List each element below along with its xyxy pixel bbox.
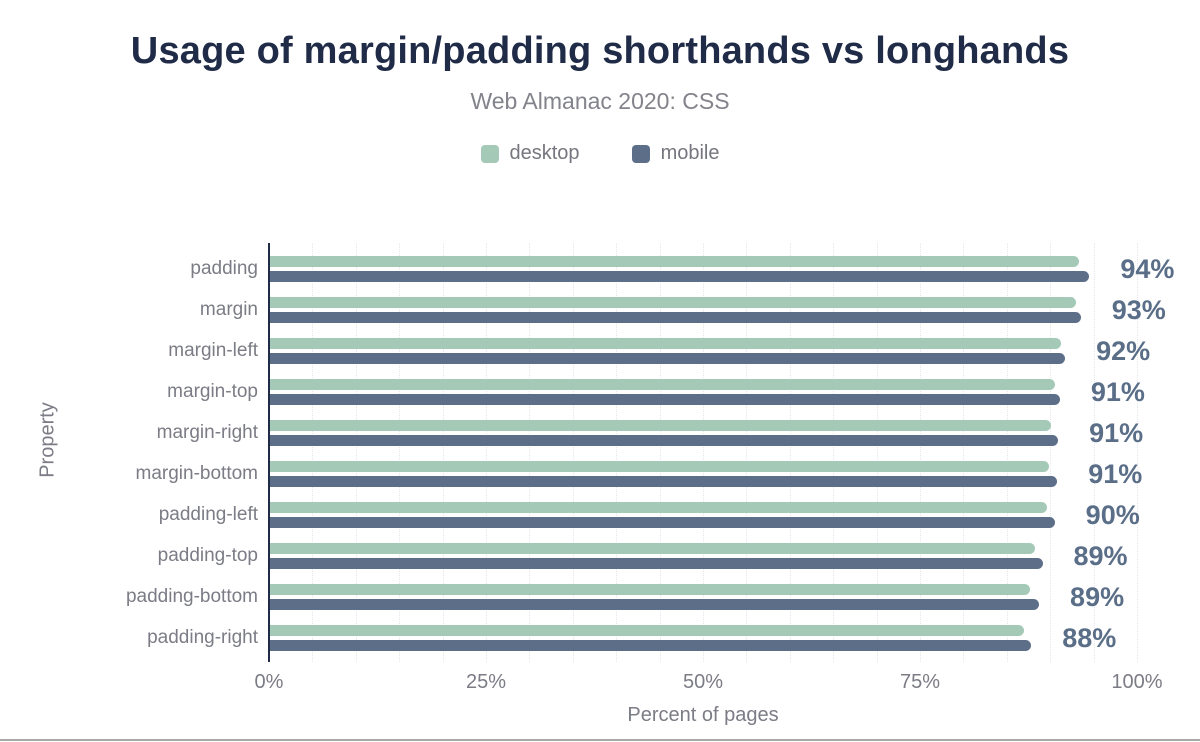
gridline-85pct — [1006, 243, 1008, 662]
gridline-55pct — [746, 243, 748, 662]
category-label-margin: margin — [199, 299, 258, 320]
gridline-35pct — [572, 243, 574, 662]
legend-item-desktop: desktop — [480, 142, 580, 165]
bar-mobile-padding-bottom — [270, 599, 1040, 610]
x-tick-label-0: 0% — [254, 671, 284, 693]
gridline-50pct — [703, 243, 704, 662]
value-label-padding-right: 88% — [1062, 623, 1117, 653]
category-label-padding-right: padding-right — [147, 627, 258, 648]
gridline-95pct — [1093, 243, 1095, 662]
bar-mobile-margin-top — [270, 394, 1060, 405]
category-label-margin-top: margin-top — [167, 381, 258, 402]
bar-desktop-padding-top — [270, 543, 1035, 554]
legend-label: mobile — [660, 142, 720, 164]
bar-mobile-margin-left — [270, 353, 1066, 364]
gridline-65pct — [833, 243, 835, 662]
gridline-80pct — [963, 243, 965, 662]
chart-subtitle: Web Almanac 2020: CSS — [470, 88, 730, 114]
x-tick-label-25: 25% — [465, 671, 507, 693]
gridline-60pct — [789, 243, 791, 662]
value-label-padding-left: 90% — [1085, 500, 1140, 530]
gridline-5pct — [312, 243, 314, 662]
legend: desktop mobile — [0, 142, 1200, 165]
y-axis-line — [268, 243, 270, 662]
bar-mobile-margin-right — [270, 435, 1059, 446]
value-label-margin-bottom: 91% — [1088, 459, 1143, 489]
legend-item-mobile: mobile — [631, 142, 720, 165]
category-label-margin-right: margin-right — [156, 422, 258, 443]
bar-desktop-margin-bottom — [270, 461, 1049, 472]
x-tick-label-100: 100% — [1111, 671, 1163, 693]
x-tick-label-50: 50% — [682, 671, 724, 693]
bar-desktop-margin-top — [270, 379, 1055, 390]
value-label-margin-right: 91% — [1089, 418, 1144, 448]
gridline-10pct — [355, 243, 357, 662]
gridline-90pct — [1050, 243, 1052, 662]
x-axis-title: Percent of pages — [627, 704, 779, 726]
bar-mobile-margin — [270, 312, 1081, 323]
bar-desktop-padding-left — [270, 502, 1047, 513]
bar-mobile-padding-top — [270, 558, 1043, 569]
legend-swatch-mobile — [631, 144, 650, 163]
bar-desktop-margin — [270, 297, 1077, 308]
bar-desktop-margin-right — [270, 420, 1052, 431]
x-tick-label-75: 75% — [899, 671, 941, 693]
category-label-margin-bottom: margin-bottom — [135, 463, 259, 484]
y-axis-title: Property — [36, 402, 59, 478]
bottom-rule — [0, 739, 1200, 741]
gridline-15pct — [399, 243, 401, 662]
bar-mobile-margin-bottom — [270, 476, 1058, 487]
gridline-40pct — [616, 243, 618, 662]
gridline-30pct — [529, 243, 531, 662]
value-label-padding-top: 89% — [1073, 541, 1128, 571]
category-label-padding-left: padding-left — [158, 504, 258, 525]
bar-mobile-padding — [270, 271, 1090, 282]
bar-mobile-padding-right — [270, 640, 1032, 651]
category-label-padding-top: padding-top — [157, 545, 258, 566]
value-label-padding-bottom: 89% — [1070, 582, 1125, 612]
legend-swatch-desktop — [480, 144, 499, 163]
value-label-margin-top: 91% — [1090, 377, 1145, 407]
bar-desktop-padding-bottom — [270, 584, 1030, 595]
gridline-20pct — [442, 243, 444, 662]
plot-area — [268, 243, 1138, 662]
bar-mobile-padding-left — [270, 517, 1055, 528]
category-label-padding-bottom: padding-bottom — [125, 586, 258, 607]
bar-desktop-margin-left — [270, 338, 1061, 349]
legend-label: desktop — [509, 142, 580, 164]
gridline-25pct — [486, 243, 487, 662]
gridline-70pct — [876, 243, 878, 662]
value-label-padding: 94% — [1120, 254, 1175, 284]
gridline-45pct — [659, 243, 661, 662]
category-label-padding: padding — [190, 258, 258, 279]
bar-desktop-padding-right — [270, 625, 1025, 636]
value-label-margin: 93% — [1111, 295, 1166, 325]
gridline-75pct — [920, 243, 921, 662]
category-label-margin-left: margin-left — [168, 340, 258, 361]
gridline-100pct — [1137, 243, 1138, 662]
chart-title: Usage of margin/padding shorthands vs lo… — [130, 30, 1070, 72]
value-label-margin-left: 92% — [1096, 336, 1151, 366]
bar-desktop-padding — [270, 256, 1079, 267]
